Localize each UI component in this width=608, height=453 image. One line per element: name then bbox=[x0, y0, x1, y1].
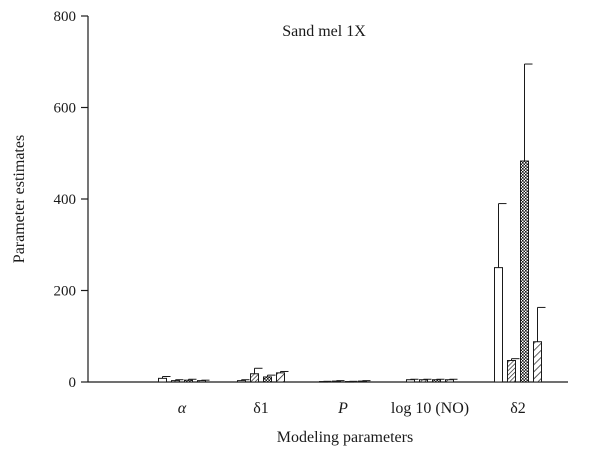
y-axis-label: Parameter estimates bbox=[11, 135, 28, 263]
x-tick-label: δ1 bbox=[253, 400, 269, 417]
bar bbox=[184, 379, 193, 383]
chart-title: Sand mel 1X bbox=[282, 23, 366, 40]
bar bbox=[494, 267, 503, 383]
y-tick-label: 800 bbox=[54, 9, 77, 25]
x-tick-label: log 10 (NO) bbox=[391, 400, 469, 417]
x-tick-label: α bbox=[178, 400, 187, 417]
y-tick-label: 0 bbox=[69, 375, 77, 391]
bar bbox=[197, 380, 206, 383]
bar bbox=[533, 341, 542, 383]
x-tick-label: P bbox=[337, 400, 348, 417]
bar bbox=[520, 160, 529, 383]
bar bbox=[419, 379, 428, 383]
y-tick-label: 600 bbox=[54, 101, 77, 117]
bar bbox=[432, 379, 441, 383]
bar bbox=[250, 373, 259, 383]
bar bbox=[263, 376, 272, 383]
x-axis-label: Modeling parameters bbox=[277, 429, 413, 446]
bar bbox=[358, 380, 367, 383]
bar bbox=[445, 379, 454, 383]
x-tick-label: δ2 bbox=[510, 400, 526, 417]
bar bbox=[507, 359, 516, 383]
y-tick-label: 400 bbox=[54, 192, 77, 208]
bars bbox=[158, 63, 546, 383]
y-axis: 0 200 400 600 800 bbox=[54, 9, 89, 391]
y-tick-label: 200 bbox=[54, 284, 77, 300]
bar bbox=[158, 377, 167, 383]
bar bbox=[332, 380, 341, 383]
bar bbox=[237, 380, 246, 383]
bar bbox=[171, 380, 180, 383]
bar bbox=[276, 372, 285, 383]
bar bbox=[406, 379, 415, 383]
